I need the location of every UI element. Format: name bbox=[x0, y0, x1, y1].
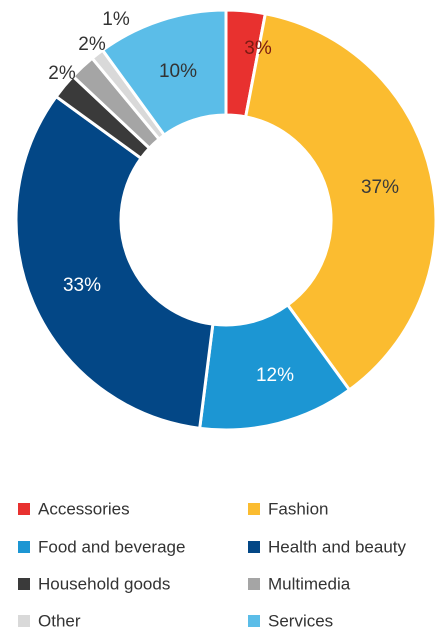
legend-item-health-and-beauty: Health and beauty bbox=[248, 537, 406, 556]
legend-item-household-goods: Household goods bbox=[18, 574, 170, 593]
legend-swatch-fashion bbox=[248, 503, 260, 515]
legend-item-services: Services bbox=[248, 611, 333, 630]
slice-label-food-and-beverage: 12% bbox=[256, 365, 294, 386]
legend-label-food-and-beverage: Food and beverage bbox=[38, 537, 185, 556]
legend: Accessories Fashion Food and beverage Healt… bbox=[18, 499, 406, 630]
legend-label-fashion: Fashion bbox=[268, 499, 328, 518]
slice-label-other: 1% bbox=[102, 9, 130, 30]
legend-item-food-and-beverage: Food and beverage bbox=[18, 537, 185, 556]
legend-label-services: Services bbox=[268, 611, 333, 630]
legend-label-multimedia: Multimedia bbox=[268, 574, 351, 593]
slice-label-accessories: 3% bbox=[244, 38, 272, 59]
slice-services bbox=[101, 8, 228, 137]
legend-swatch-multimedia bbox=[248, 578, 260, 590]
slice-label-services: 10% bbox=[159, 61, 197, 82]
legend-swatch-accessories bbox=[18, 503, 30, 515]
slice-label-health-and-beauty: 33% bbox=[63, 275, 101, 296]
donut-slices bbox=[14, 8, 438, 432]
legend-label-health-and-beauty: Health and beauty bbox=[268, 537, 406, 556]
slice-label-fashion: 37% bbox=[361, 177, 399, 198]
legend-label-other: Other bbox=[38, 611, 81, 630]
slice-label-household-goods: 2% bbox=[48, 63, 76, 84]
legend-label-household-goods: Household goods bbox=[38, 574, 170, 593]
legend-swatch-services bbox=[248, 615, 260, 627]
legend-swatch-health-and-beauty bbox=[248, 541, 260, 553]
legend-item-accessories: Accessories bbox=[18, 499, 130, 518]
slice-labels: 3% 37% 12% 33% 2%2% 1% 10% bbox=[48, 9, 399, 386]
legend-label-accessories: Accessories bbox=[38, 499, 130, 518]
slice-label-multimedia: 2% bbox=[78, 34, 106, 55]
legend-item-multimedia: Multimedia bbox=[248, 574, 351, 593]
slice-fashion bbox=[244, 12, 438, 392]
legend-swatch-household-goods bbox=[18, 578, 30, 590]
legend-item-fashion: Fashion bbox=[248, 499, 328, 518]
legend-item-other: Other bbox=[18, 611, 81, 630]
legend-swatch-food-and-beverage bbox=[18, 541, 30, 553]
slice-health-and-beauty bbox=[14, 95, 215, 430]
legend-swatch-other bbox=[18, 615, 30, 627]
